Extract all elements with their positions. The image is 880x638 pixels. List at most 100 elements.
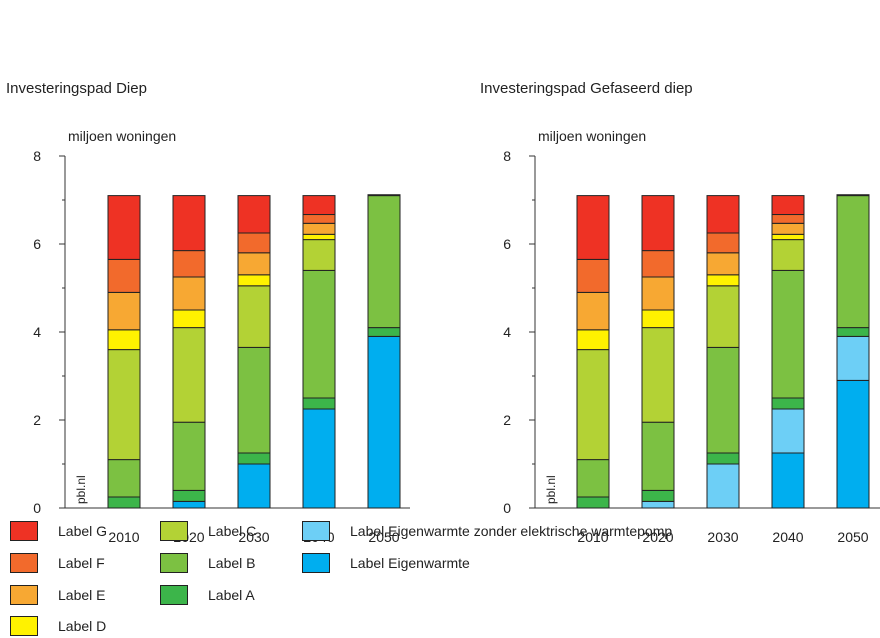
legend-label: Label B	[208, 555, 256, 571]
bar-segment-label-eigenwarmte	[836, 379, 870, 509]
bar-segment-label-c	[172, 327, 206, 423]
x-tick-label: 2020	[642, 529, 673, 545]
bar-segment-label-eigenwarmte	[367, 335, 401, 509]
bar-segment-label-e	[302, 222, 336, 235]
x-tick-label: 2050	[837, 529, 868, 545]
legend-item-label-eigenwarmte-zonder-warmtepomp: Label Eigenwarmte zonder elektrische war…	[302, 519, 672, 543]
bar-segment-label-g	[641, 195, 675, 252]
legend-label: Label Eigenwarmte zonder elektrische war…	[350, 523, 673, 539]
legend-item-label-a: Label A	[160, 583, 255, 607]
bar-segment-label-b	[237, 346, 271, 454]
bar-segment-label-a	[302, 397, 336, 410]
y-tick-label: 8	[503, 148, 511, 164]
bar-segment-label-b	[836, 195, 870, 329]
bar-segment-label-b	[576, 459, 610, 498]
bar-segment-label-b	[641, 421, 675, 491]
bar-segment-label-d	[302, 233, 336, 241]
bar-segment-label-b	[771, 269, 805, 399]
chart-title: Investeringspad Diep	[6, 80, 147, 97]
bar-segment-label-g	[237, 195, 271, 234]
bar-segment-label-b	[367, 195, 401, 329]
legend-label: Label C	[208, 523, 257, 539]
legend-swatch-label-c	[160, 521, 188, 541]
bar-segment-label-c	[576, 349, 610, 461]
bar-segment-label-a	[836, 327, 870, 337]
legend-swatch-label-d	[10, 616, 38, 636]
legend-item-label-f: Label F	[10, 551, 105, 575]
bar-segment-label-eigenwarmte-zonder-elektrische-warmtepomp	[771, 408, 805, 454]
bar-segment-label-c	[237, 285, 271, 348]
bar-segment-label-a	[172, 489, 206, 502]
bar-segment-label-eigenwarmte	[237, 463, 271, 509]
bar-segment-label-d	[172, 309, 206, 329]
bar-segment-label-e	[107, 291, 141, 331]
legend-item-label-g: Label G	[10, 519, 107, 543]
bar-segment-label-a	[641, 489, 675, 502]
bar-segment-label-g	[576, 195, 610, 260]
y-tick-label: 4	[33, 324, 41, 340]
bar-segment-label-d	[576, 329, 610, 351]
bar-segment-label-eigenwarmte	[302, 408, 336, 509]
bar-segment-label-g	[367, 194, 401, 197]
legend-item-label-b: Label B	[160, 551, 255, 575]
bar-segment-label-c	[771, 239, 805, 271]
legend-swatch-label-a	[160, 585, 188, 605]
bar-segment-label-f	[641, 250, 675, 278]
bar-segment-label-d	[771, 233, 805, 241]
legend: Label G Label F Label E Label D Label C …	[0, 516, 880, 636]
y-axis-label: miljoen woningen	[68, 128, 176, 144]
y-tick-label: 2	[33, 412, 41, 428]
legend-swatch-label-eigenwarmte	[302, 553, 330, 573]
bar-segment-label-e	[771, 222, 805, 235]
legend-swatch-label-g	[10, 521, 38, 541]
x-tick-label: 2010	[577, 529, 608, 545]
bar-segment-label-a	[367, 327, 401, 337]
x-tick-label: 2050	[368, 529, 399, 545]
x-tick-label: 2040	[772, 529, 803, 545]
bar-segment-label-eigenwarmte	[172, 500, 206, 509]
bar-segment-label-g	[836, 194, 870, 197]
bar-segment-label-e	[172, 276, 206, 311]
bar-segment-label-e	[641, 276, 675, 311]
y-tick-label: 0	[33, 500, 41, 516]
bar-segment-label-f	[302, 214, 336, 224]
bar-segment-label-f	[172, 250, 206, 278]
x-tick-label: 2030	[707, 529, 738, 545]
bar-segment-label-c	[302, 239, 336, 271]
bar-segment-label-e	[576, 291, 610, 331]
x-tick-label: 2010	[108, 529, 139, 545]
legend-label: Label E	[58, 587, 106, 603]
bar-segment-label-f	[706, 232, 740, 254]
bar-segment-label-c	[107, 349, 141, 461]
bar-segment-label-c	[641, 327, 675, 423]
bar-segment-label-g	[172, 195, 206, 252]
legend-item-label-eigenwarmte: Label Eigenwarmte	[302, 551, 470, 575]
bar-segment-label-d	[237, 274, 271, 287]
bar-segment-label-a	[771, 397, 805, 410]
legend-label: Label D	[58, 618, 107, 634]
x-tick-label: 2030	[238, 529, 269, 545]
legend-swatch-label-f	[10, 553, 38, 573]
bar-segment-label-d	[706, 274, 740, 287]
legend-item-label-e: Label E	[10, 583, 105, 607]
bar-segment-label-d	[107, 329, 141, 351]
y-tick-label: 6	[503, 236, 511, 252]
y-tick-label: 8	[33, 148, 41, 164]
bar-segment-label-g	[302, 195, 336, 216]
bar-segment-label-g	[706, 195, 740, 234]
bar-segment-label-g	[107, 195, 141, 260]
bar-segment-label-a	[107, 496, 141, 509]
bar-segment-label-d	[641, 309, 675, 329]
bar-segment-label-f	[576, 258, 610, 293]
y-tick-label: 2	[503, 412, 511, 428]
legend-label: Label A	[208, 587, 255, 603]
legend-label: Label Eigenwarmte	[350, 555, 470, 571]
bar-segment-label-a	[237, 452, 271, 465]
y-axis-label: miljoen woningen	[538, 128, 646, 144]
bar-segment-label-eigenwarmte-zonder-elektrische-warmtepomp	[836, 335, 870, 381]
bar-segment-label-e	[706, 252, 740, 276]
bar-segment-label-b	[706, 346, 740, 454]
bar-segment-label-b	[107, 459, 141, 498]
legend-label: Label G	[58, 523, 108, 539]
bar-segment-label-f	[771, 214, 805, 224]
